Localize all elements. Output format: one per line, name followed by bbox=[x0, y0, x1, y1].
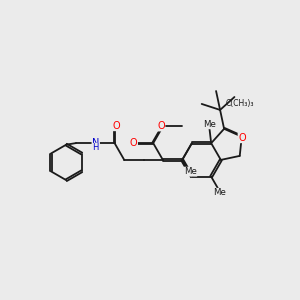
Text: O: O bbox=[238, 133, 246, 143]
Text: Me: Me bbox=[203, 120, 216, 129]
Text: O: O bbox=[112, 121, 120, 131]
Text: C(CH₃)₃: C(CH₃)₃ bbox=[226, 99, 255, 108]
Text: O: O bbox=[157, 121, 165, 131]
Text: O: O bbox=[130, 138, 137, 148]
Text: N: N bbox=[92, 138, 99, 148]
Text: Me: Me bbox=[184, 167, 197, 176]
Text: Me: Me bbox=[213, 188, 226, 197]
Text: H: H bbox=[93, 143, 99, 152]
